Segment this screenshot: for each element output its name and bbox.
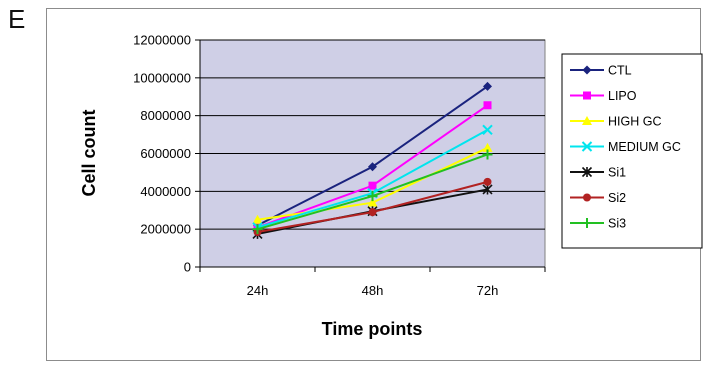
legend-marker (582, 116, 592, 125)
legend-label: CTL (608, 64, 632, 78)
legend-label: Si1 (608, 166, 626, 180)
panel-label: E (8, 4, 26, 34)
x-tick-label: 24h (247, 283, 269, 298)
legend-entry: CTL (570, 64, 632, 78)
y-tick-label: 6000000 (140, 146, 191, 161)
data-point (367, 197, 378, 207)
y-tick-label: 10000000 (133, 70, 191, 85)
legend-marker (582, 218, 592, 228)
legend-entry: Si2 (570, 191, 626, 205)
data-point (482, 142, 493, 152)
legend-entry: Si3 (570, 217, 626, 231)
legend-marker (581, 141, 593, 152)
series-5 (253, 177, 492, 237)
data-point (368, 208, 377, 217)
x-axis: 24h 48h 72h (199, 266, 546, 298)
data-point (483, 177, 492, 186)
data-point (368, 162, 377, 172)
series-2 (252, 142, 493, 224)
legend: CTL LIPO HIGH GC MEDIUM GC Si1 Si2 Si3 (561, 53, 703, 249)
y-axis: 0 2000000 4000000 6000000 8000000 10000000 120… (133, 33, 201, 275)
x-axis-title: Time points (322, 319, 423, 339)
legend-entry: Si1 (570, 166, 626, 180)
legend-label: MEDIUM GC (608, 140, 681, 154)
legend-entry: MEDIUM GC (570, 140, 681, 154)
x-tick-label: 72h (477, 283, 499, 298)
data-point (482, 124, 493, 136)
legend-marker (583, 91, 591, 100)
legend-label: Si2 (608, 191, 626, 205)
data-point (252, 224, 263, 235)
legend-entry: LIPO (570, 89, 637, 103)
legend-label: LIPO (608, 89, 637, 103)
y-tick-label: 12000000 (133, 33, 191, 48)
x-tick-label: 48h (362, 283, 384, 298)
data-point (368, 181, 377, 190)
data-point (482, 184, 493, 195)
y-axis-title: Cell count (79, 109, 99, 196)
legend-entry: HIGH GC (570, 115, 661, 129)
legend-marker (582, 65, 592, 75)
y-tick-label: 0 (184, 260, 191, 275)
data-point (483, 101, 492, 110)
series-group (252, 81, 493, 239)
y-tick-label: 2000000 (140, 222, 191, 237)
data-point (252, 214, 263, 224)
legend-marker (583, 193, 591, 202)
y-tick-label: 8000000 (140, 108, 191, 123)
data-point (367, 191, 378, 202)
legend-box (561, 53, 703, 249)
data-point (483, 81, 492, 91)
legend-marker (581, 166, 593, 178)
data-point (482, 149, 493, 160)
y-tick-label: 4000000 (140, 184, 191, 199)
series-6 (252, 149, 493, 235)
legend-label: HIGH GC (608, 115, 661, 129)
legend-label: Si3 (608, 217, 626, 231)
